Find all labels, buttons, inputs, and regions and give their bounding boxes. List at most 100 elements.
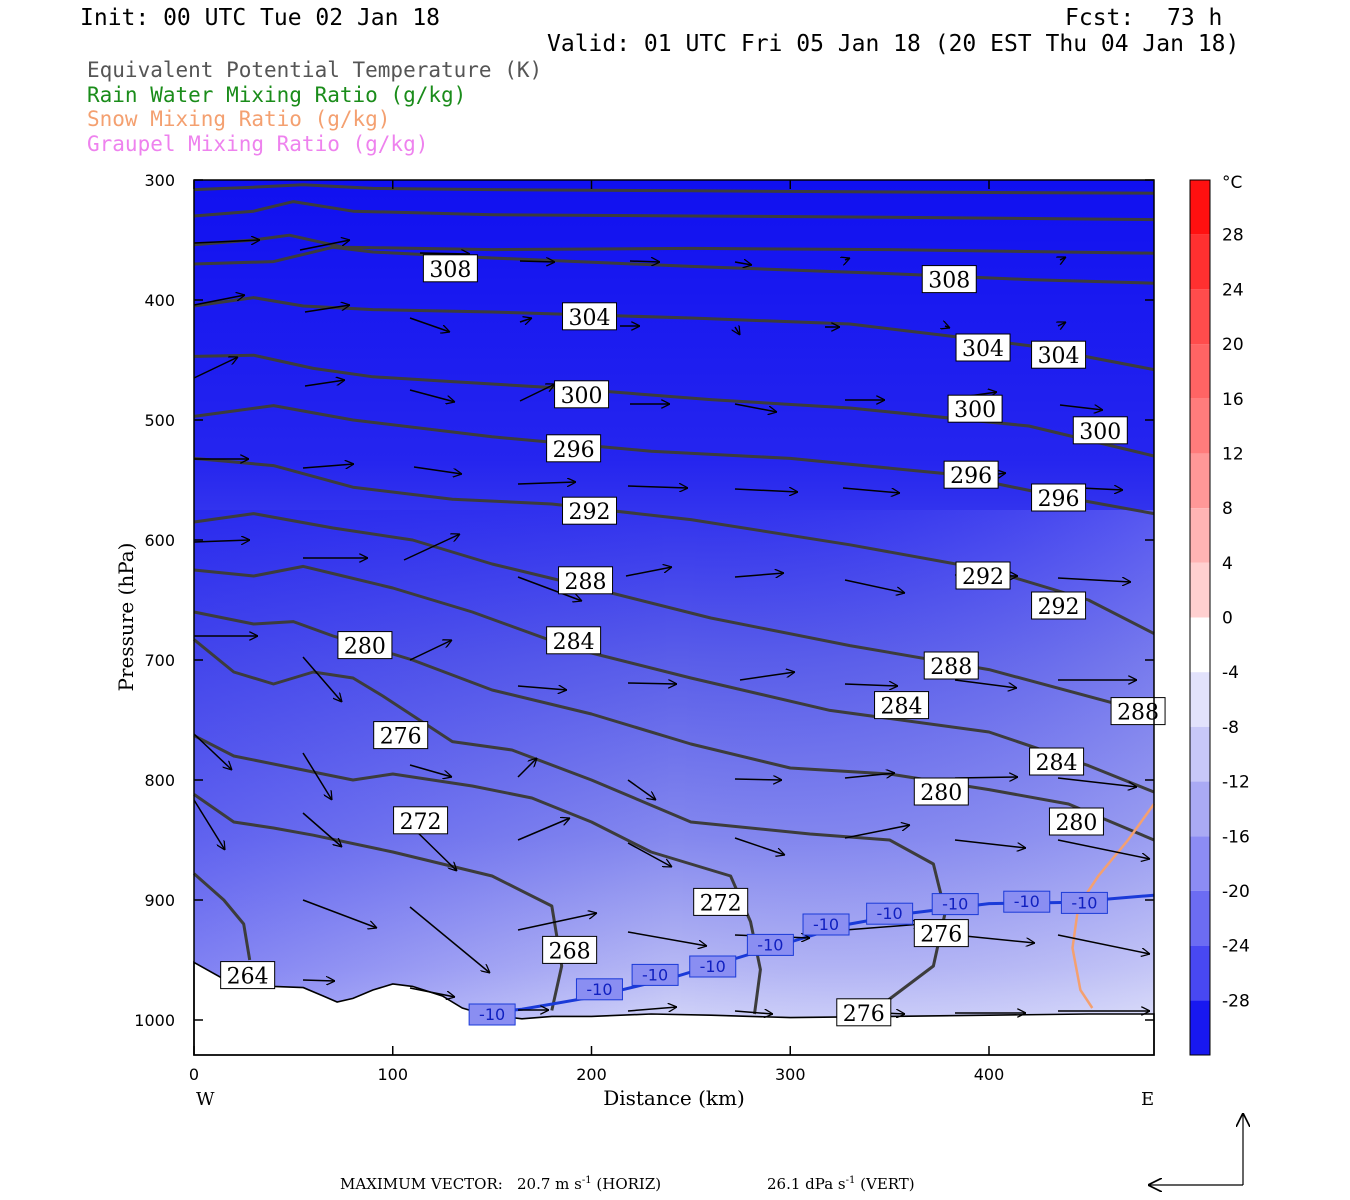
wind-vector	[193, 733, 232, 770]
wind-vector	[517, 576, 582, 601]
wind-vector	[734, 1011, 773, 1014]
y-tick-label: 800	[144, 771, 175, 790]
svg-text:280: 280	[920, 781, 962, 806]
theta-e-label: 280	[337, 631, 393, 660]
theta-e-label: 300	[1072, 416, 1128, 445]
wind-vector	[519, 318, 532, 322]
wind-vector	[1060, 256, 1066, 260]
svg-text:-10: -10	[877, 904, 903, 923]
svg-text:308: 308	[928, 269, 970, 294]
isotherm-label: -10	[689, 955, 737, 978]
theta-e-label: 276	[836, 998, 892, 1027]
isotherm-label: -10	[1060, 891, 1108, 914]
svg-text:284: 284	[1036, 751, 1078, 776]
colorbar-bin	[1190, 726, 1210, 782]
svg-text:292: 292	[569, 500, 611, 525]
wind-vector	[302, 812, 342, 847]
colorbar: °C 28 24 20 16 12 8 4 0 -4 -8 -12 -16 -20 -24 -28	[1189, 173, 1250, 1056]
colorbar-tick-label: -8	[1222, 718, 1239, 738]
x-tick-label: 400	[974, 1065, 1005, 1084]
colorbar-tick-label: 8	[1222, 499, 1233, 519]
wind-vector	[517, 913, 597, 931]
theta-e-labels: 308 308 304 304 304 300 300 300 296 296 296 292 292 2…	[220, 254, 1166, 1027]
y-tick-label: 1000	[134, 1011, 175, 1030]
init-time: Init: 00 UTC Tue 02 Jan 18	[80, 5, 441, 31]
theta-e-label: 268	[542, 935, 598, 964]
wind-vector	[1057, 578, 1131, 582]
theta-e-contour-0	[193, 183, 1155, 195]
wind-vector	[517, 482, 576, 484]
y-axis-label: Pressure (hPa)	[114, 543, 138, 692]
svg-text:288: 288	[1117, 701, 1159, 726]
svg-text:272: 272	[400, 810, 442, 835]
theta-e-label: 292	[955, 561, 1011, 590]
wind-vector	[302, 980, 335, 981]
colorbar-bin	[1190, 398, 1210, 454]
y-tick-label: 600	[144, 531, 175, 550]
wind-vector	[1057, 777, 1137, 787]
wind-vector	[627, 1007, 677, 1011]
wind-vector	[627, 931, 707, 946]
theta-e-label: 296	[943, 460, 999, 489]
wind-vector	[1058, 321, 1066, 326]
wind-vector	[413, 466, 462, 474]
colorbar-tick-label: 28	[1222, 226, 1244, 246]
svg-text:280: 280	[344, 635, 386, 660]
x-axis: 0 100 200 300 400 Distance (km) W E	[189, 180, 1154, 1110]
wind-vector	[734, 779, 782, 780]
wind-vector	[302, 464, 354, 468]
svg-text:300: 300	[561, 384, 603, 409]
theta-e-label: 300	[947, 394, 1003, 423]
wind-vector	[517, 818, 570, 841]
colorbar-tick-label: 12	[1222, 444, 1244, 464]
svg-text:276: 276	[843, 1002, 885, 1027]
colorbar-bin	[1190, 180, 1210, 235]
colorbar-tick-label: -4	[1222, 663, 1239, 683]
max-vector-label: MAXIMUM VECTOR:	[340, 1175, 503, 1193]
x-end-label-east: E	[1141, 1089, 1154, 1110]
wind-vector	[954, 679, 1017, 688]
theta-e-label: 288	[1110, 697, 1166, 726]
theta-e-label: 288	[923, 651, 979, 680]
wind-vector	[403, 534, 460, 561]
isotherm-label: -10	[866, 902, 914, 925]
wind-vector	[734, 837, 785, 855]
wind-vector	[625, 567, 672, 577]
wind-vector	[945, 326, 950, 328]
wind-vector	[1057, 839, 1150, 859]
y-axis: 300 400 500 600 700 800 900 1000 Pressure (hPa)	[114, 171, 1154, 1030]
theta-e-label: 308	[921, 265, 977, 294]
theta-e-contour-7	[193, 456, 1155, 635]
svg-text:304: 304	[1038, 344, 1080, 369]
colorbar-bin	[1190, 617, 1210, 673]
wind-vector	[734, 489, 798, 492]
svg-text:296: 296	[1038, 487, 1080, 512]
wind-vector	[844, 924, 922, 931]
colorbar-bin	[1190, 672, 1210, 727]
wind-vector	[739, 672, 795, 681]
colorbar-bin	[1190, 289, 1210, 345]
theta-e-contour-9	[193, 564, 1155, 794]
wind-vector	[299, 240, 350, 251]
wind-vector	[193, 540, 250, 542]
theta-e-contour-12	[193, 734, 762, 1015]
wind-vector	[842, 487, 900, 493]
x-end-label-west: W	[196, 1089, 215, 1110]
svg-text:284: 284	[881, 695, 923, 720]
wind-vector	[735, 327, 740, 335]
theta-e-label: 284	[1029, 747, 1085, 776]
svg-text:288: 288	[565, 570, 607, 595]
wind-vector	[1059, 404, 1103, 410]
plot-frame	[193, 179, 1155, 1056]
colorbar-bin	[1190, 234, 1210, 290]
wind-vector	[734, 403, 777, 412]
colorbar-bin	[1190, 945, 1210, 1001]
wind-vector	[627, 486, 688, 488]
svg-text:296: 296	[553, 438, 595, 463]
colorbar-bin	[1190, 1000, 1210, 1055]
colorbar-tick-label: -24	[1222, 937, 1250, 957]
isotherm-label: -10	[802, 913, 850, 936]
svg-text:300: 300	[1079, 420, 1121, 445]
colorbar-bin	[1190, 890, 1210, 946]
